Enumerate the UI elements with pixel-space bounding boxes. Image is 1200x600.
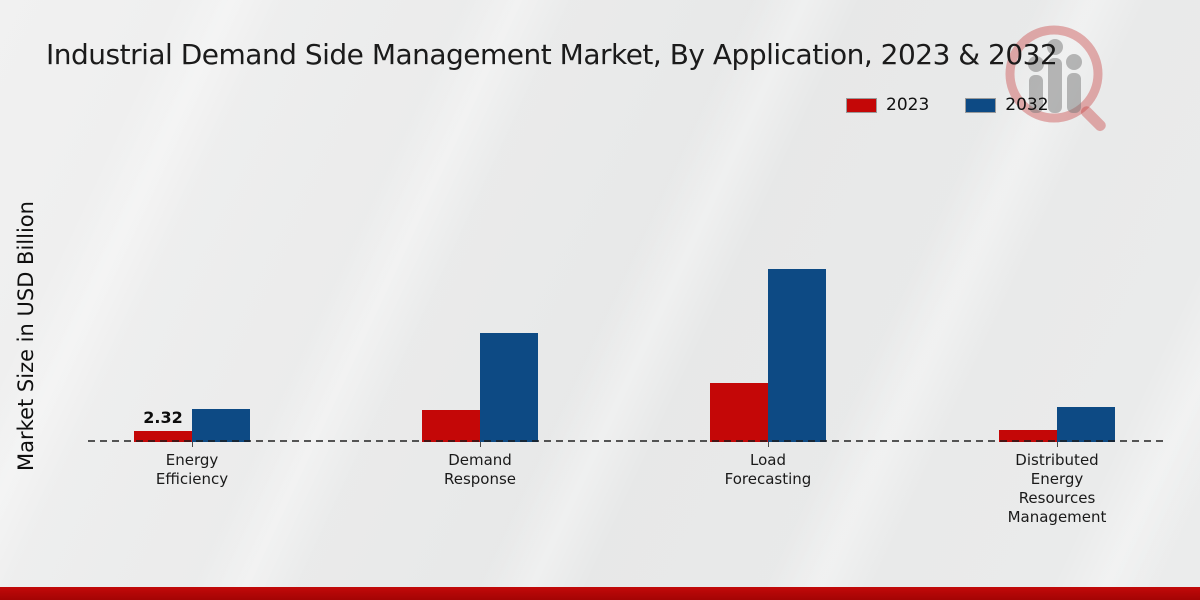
bar-2023-distributed-energy-resources-management: [999, 430, 1057, 442]
magnifier-bar-chart-logo-watermark: [1005, 25, 1106, 132]
bar-2023-demand-response: [422, 410, 480, 442]
x-axis-tick-load-forecasting: [768, 442, 769, 447]
legend-item-2032: 2032: [965, 95, 1049, 115]
footer-brand-band: [0, 587, 1200, 600]
legend: 2023 2032: [846, 92, 1049, 118]
x-axis-tick-distributed-energy-resources-management: [1057, 442, 1058, 447]
x-axis-baseline: [88, 440, 1163, 442]
bar-2032-energy-efficiency: [192, 409, 250, 442]
category-label-distributed-energy-resources-management: Distributed Energy Resources Management: [1007, 451, 1107, 526]
bar-value-label-2023-energy-efficiency: 2.32: [143, 408, 183, 427]
bar-2023-load-forecasting: [710, 383, 768, 442]
bar-2032-load-forecasting: [768, 269, 826, 442]
legend-label-2032: 2032: [1005, 95, 1049, 115]
category-label-load-forecasting: Load Forecasting: [724, 451, 812, 488]
legend-label-2023: 2023: [886, 95, 930, 115]
legend-item-2023: 2023: [846, 95, 929, 115]
x-axis-tick-demand-response: [480, 442, 481, 447]
legend-swatch-2032: [965, 97, 997, 113]
category-label-energy-efficiency: Energy Efficiency: [155, 451, 229, 488]
bar-2032-distributed-energy-resources-management: [1057, 407, 1115, 442]
chart-title: Industrial Demand Side Management Market…: [46, 38, 1058, 71]
bar-2032-demand-response: [480, 333, 538, 442]
legend-swatch-2023: [846, 97, 877, 113]
category-label-demand-response: Demand Response: [443, 451, 517, 488]
bar-2023-energy-efficiency: [134, 431, 192, 442]
x-axis-tick-energy-efficiency: [192, 442, 193, 447]
